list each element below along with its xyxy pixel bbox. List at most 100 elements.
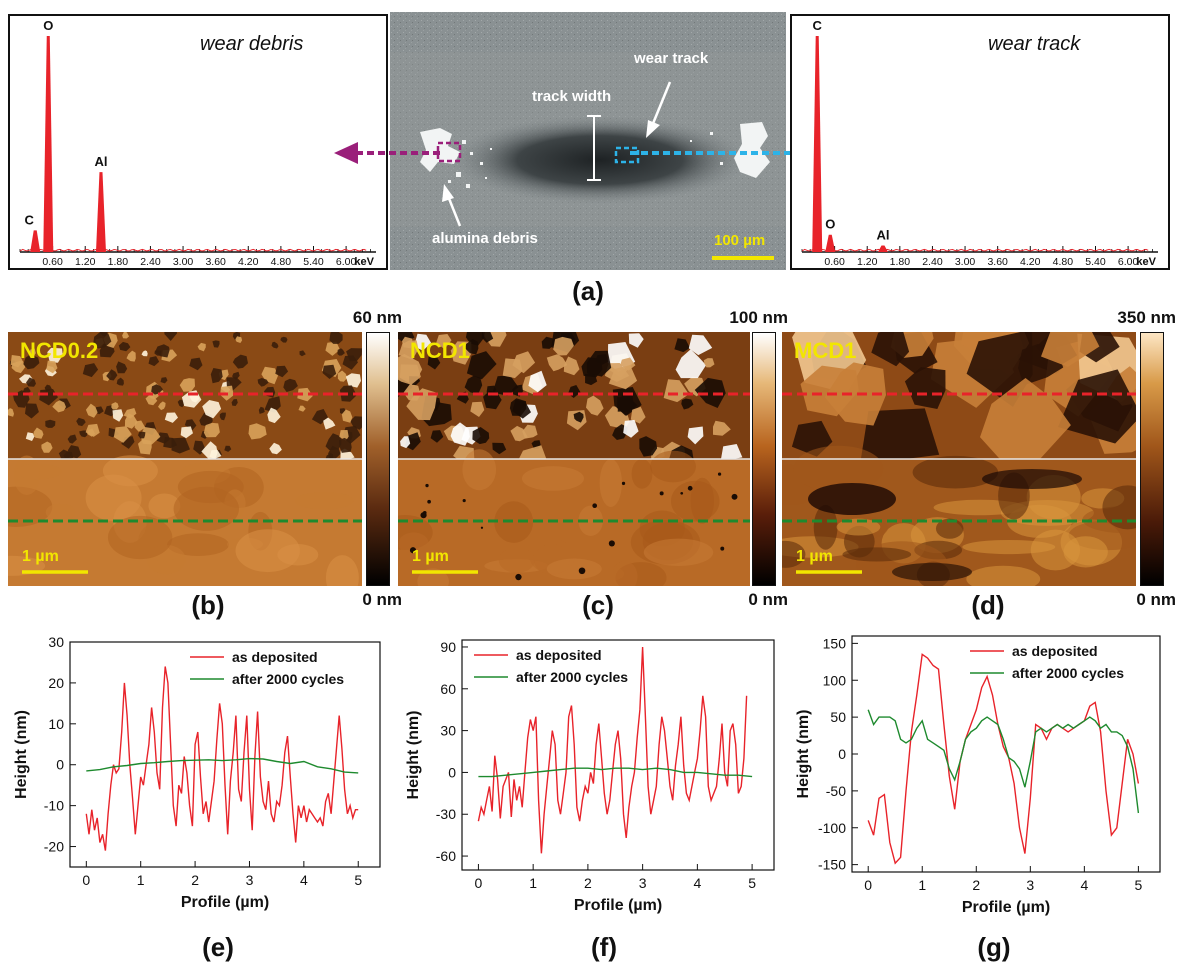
y-tick-label: -10	[44, 798, 64, 814]
y-tick-label: 0	[56, 757, 64, 773]
y-tick-label: 0	[448, 764, 456, 780]
x-tick-label: 1	[137, 872, 145, 888]
afm-image-ncd1	[398, 332, 750, 586]
legend-label: as deposited	[516, 647, 602, 663]
eds-tick-label: 1.20	[857, 256, 878, 268]
series-line-as-deposited	[867, 653, 1140, 865]
eds-tick-label: 6.00	[1118, 256, 1139, 268]
colorbar-min-label: 0 nm	[1136, 590, 1176, 609]
eds-peak-label: Al	[876, 228, 889, 243]
x-tick-label: 5	[1134, 877, 1142, 893]
eds-tick-label: 4.80	[271, 256, 292, 268]
eds-peak-label: O	[825, 217, 835, 232]
eds-tick-label: 4.80	[1053, 256, 1074, 268]
connection-arrows	[334, 142, 846, 164]
eds-tick-label: 4.20	[1020, 256, 1041, 268]
afm-colorbar	[366, 332, 390, 586]
track-width-label: track width	[532, 88, 612, 105]
colorbar-max-label: 100 nm	[729, 308, 788, 327]
series-line-after-cycles	[867, 709, 1140, 814]
eds-tick-label: 3.00	[173, 256, 194, 268]
afm-scale-label: 1 µm	[412, 548, 449, 565]
y-tick-label: 50	[830, 709, 846, 725]
wear-track-pointer-arrow	[646, 81, 672, 138]
afm-sample-label: NCD0.2	[20, 338, 99, 363]
x-tick-label: 1	[918, 877, 926, 893]
eds-baseline	[19, 248, 367, 252]
y-tick-label: -20	[44, 839, 64, 855]
afm-grains	[791, 332, 1136, 459]
panel-label-b: (b)	[191, 590, 225, 620]
colorbar-min-label: 0 nm	[748, 590, 788, 609]
alumina-debris-label: alumina debris	[432, 230, 538, 247]
colorbar-max-label: 60 nm	[352, 308, 402, 327]
x-tick-label: 0	[475, 875, 483, 891]
panel-label-c: (c)	[582, 590, 614, 620]
eds-tick-label: 0.60	[42, 256, 63, 268]
y-tick-label: 10	[48, 716, 64, 732]
y-tick-label: -100	[818, 820, 846, 836]
x-axis-label: Profile (µm)	[574, 897, 662, 914]
eds-peak-o	[825, 234, 836, 252]
x-tick-label: 2	[584, 875, 592, 891]
eds-tick-label: 1.80	[890, 256, 911, 268]
eds-tick-label: 3.00	[955, 256, 976, 268]
eds-peak-o	[43, 36, 54, 252]
y-tick-label: 150	[823, 635, 847, 651]
series-line-as-deposited	[85, 666, 359, 851]
y-tick-label: 30	[48, 634, 64, 650]
x-tick-label: 4	[300, 872, 308, 888]
colorbar-min-label: 0 nm	[362, 590, 402, 609]
legend-label: after 2000 cycles	[1012, 665, 1124, 681]
eds-tick-label: 4.20	[238, 256, 259, 268]
sem-micrograph: wear track track width alumina debris 10…	[390, 12, 786, 270]
x-tick-label: 0	[864, 877, 872, 893]
y-tick-label: 0	[838, 746, 846, 762]
eds-tick-label: 5.40	[303, 256, 324, 268]
eds-tick-label: 3.60	[205, 256, 226, 268]
x-axis-label: Profile (µm)	[962, 899, 1050, 916]
eds-title: wear debris	[200, 33, 303, 55]
y-axis-label: Height (nm)	[405, 711, 422, 800]
eds-chart-wear-debris: wear debris 0.60 1.20 1.80 2.40 3.00 3.60 4.20 4…	[19, 18, 376, 268]
series-line-after-cycles	[478, 767, 753, 778]
x-tick-label: 5	[354, 872, 362, 888]
afm-scale-label: 1 µm	[796, 548, 833, 565]
plot-frame	[69, 641, 381, 868]
afm-image-mcd1	[782, 332, 1136, 586]
afm-colorbar	[752, 332, 776, 586]
eds-tick-label: 1.20	[75, 256, 96, 268]
wear-track-label: wear track	[634, 50, 709, 67]
eds-unit-label: keV	[1136, 256, 1156, 268]
afm-image-ncd02	[8, 332, 362, 586]
eds-tick-label: 3.60	[987, 256, 1008, 268]
eds-peak-label: O	[43, 18, 53, 33]
afm-colorbar	[1140, 332, 1164, 586]
track-width-marker	[587, 115, 601, 181]
profile-chart-g: 0 1 2 3 4 5 -150 -100 -50 0 50 100 150 Profile (µm) He…	[795, 635, 1161, 916]
wear-track-region	[450, 116, 750, 204]
eds-tick-label: 2.40	[140, 256, 161, 268]
eds-tick-label: 2.40	[922, 256, 943, 268]
y-tick-label: -150	[818, 857, 846, 873]
eds-peak-al	[95, 172, 106, 252]
track-analysis-box	[614, 146, 640, 164]
x-axis-label: Profile (µm)	[181, 894, 269, 911]
x-tick-label: 3	[639, 875, 647, 891]
y-axis-label: Height (nm)	[795, 710, 812, 799]
x-tick-label: 3	[246, 872, 254, 888]
panel-label-g: (g)	[977, 932, 1011, 962]
eds-spectrum-wear-track: wear track 0.60 1.20 1.80 2.40 3.00 3.60 4.20 4.…	[790, 14, 1170, 270]
eds-peak-label: Al	[94, 154, 107, 169]
series-line-after-cycles	[86, 757, 359, 774]
afm-grains	[398, 332, 743, 459]
afm-sample-label: MCD1	[794, 338, 857, 363]
series-line-as-deposited	[477, 646, 748, 854]
x-tick-label: 4	[693, 875, 701, 891]
eds-chart-wear-track: wear track 0.60 1.20 1.80 2.40 3.00 3.60 4.20 4.…	[801, 18, 1158, 268]
y-tick-label: 30	[440, 723, 456, 739]
panel-label-a: (a)	[572, 276, 604, 306]
eds-tick-label: 5.40	[1085, 256, 1106, 268]
legend-label: as deposited	[1012, 643, 1098, 659]
profile-chart-f: 0 1 2 3 4 5 -60 -30 0 30 60 90 Profile (µm) Height (n…	[405, 639, 775, 914]
